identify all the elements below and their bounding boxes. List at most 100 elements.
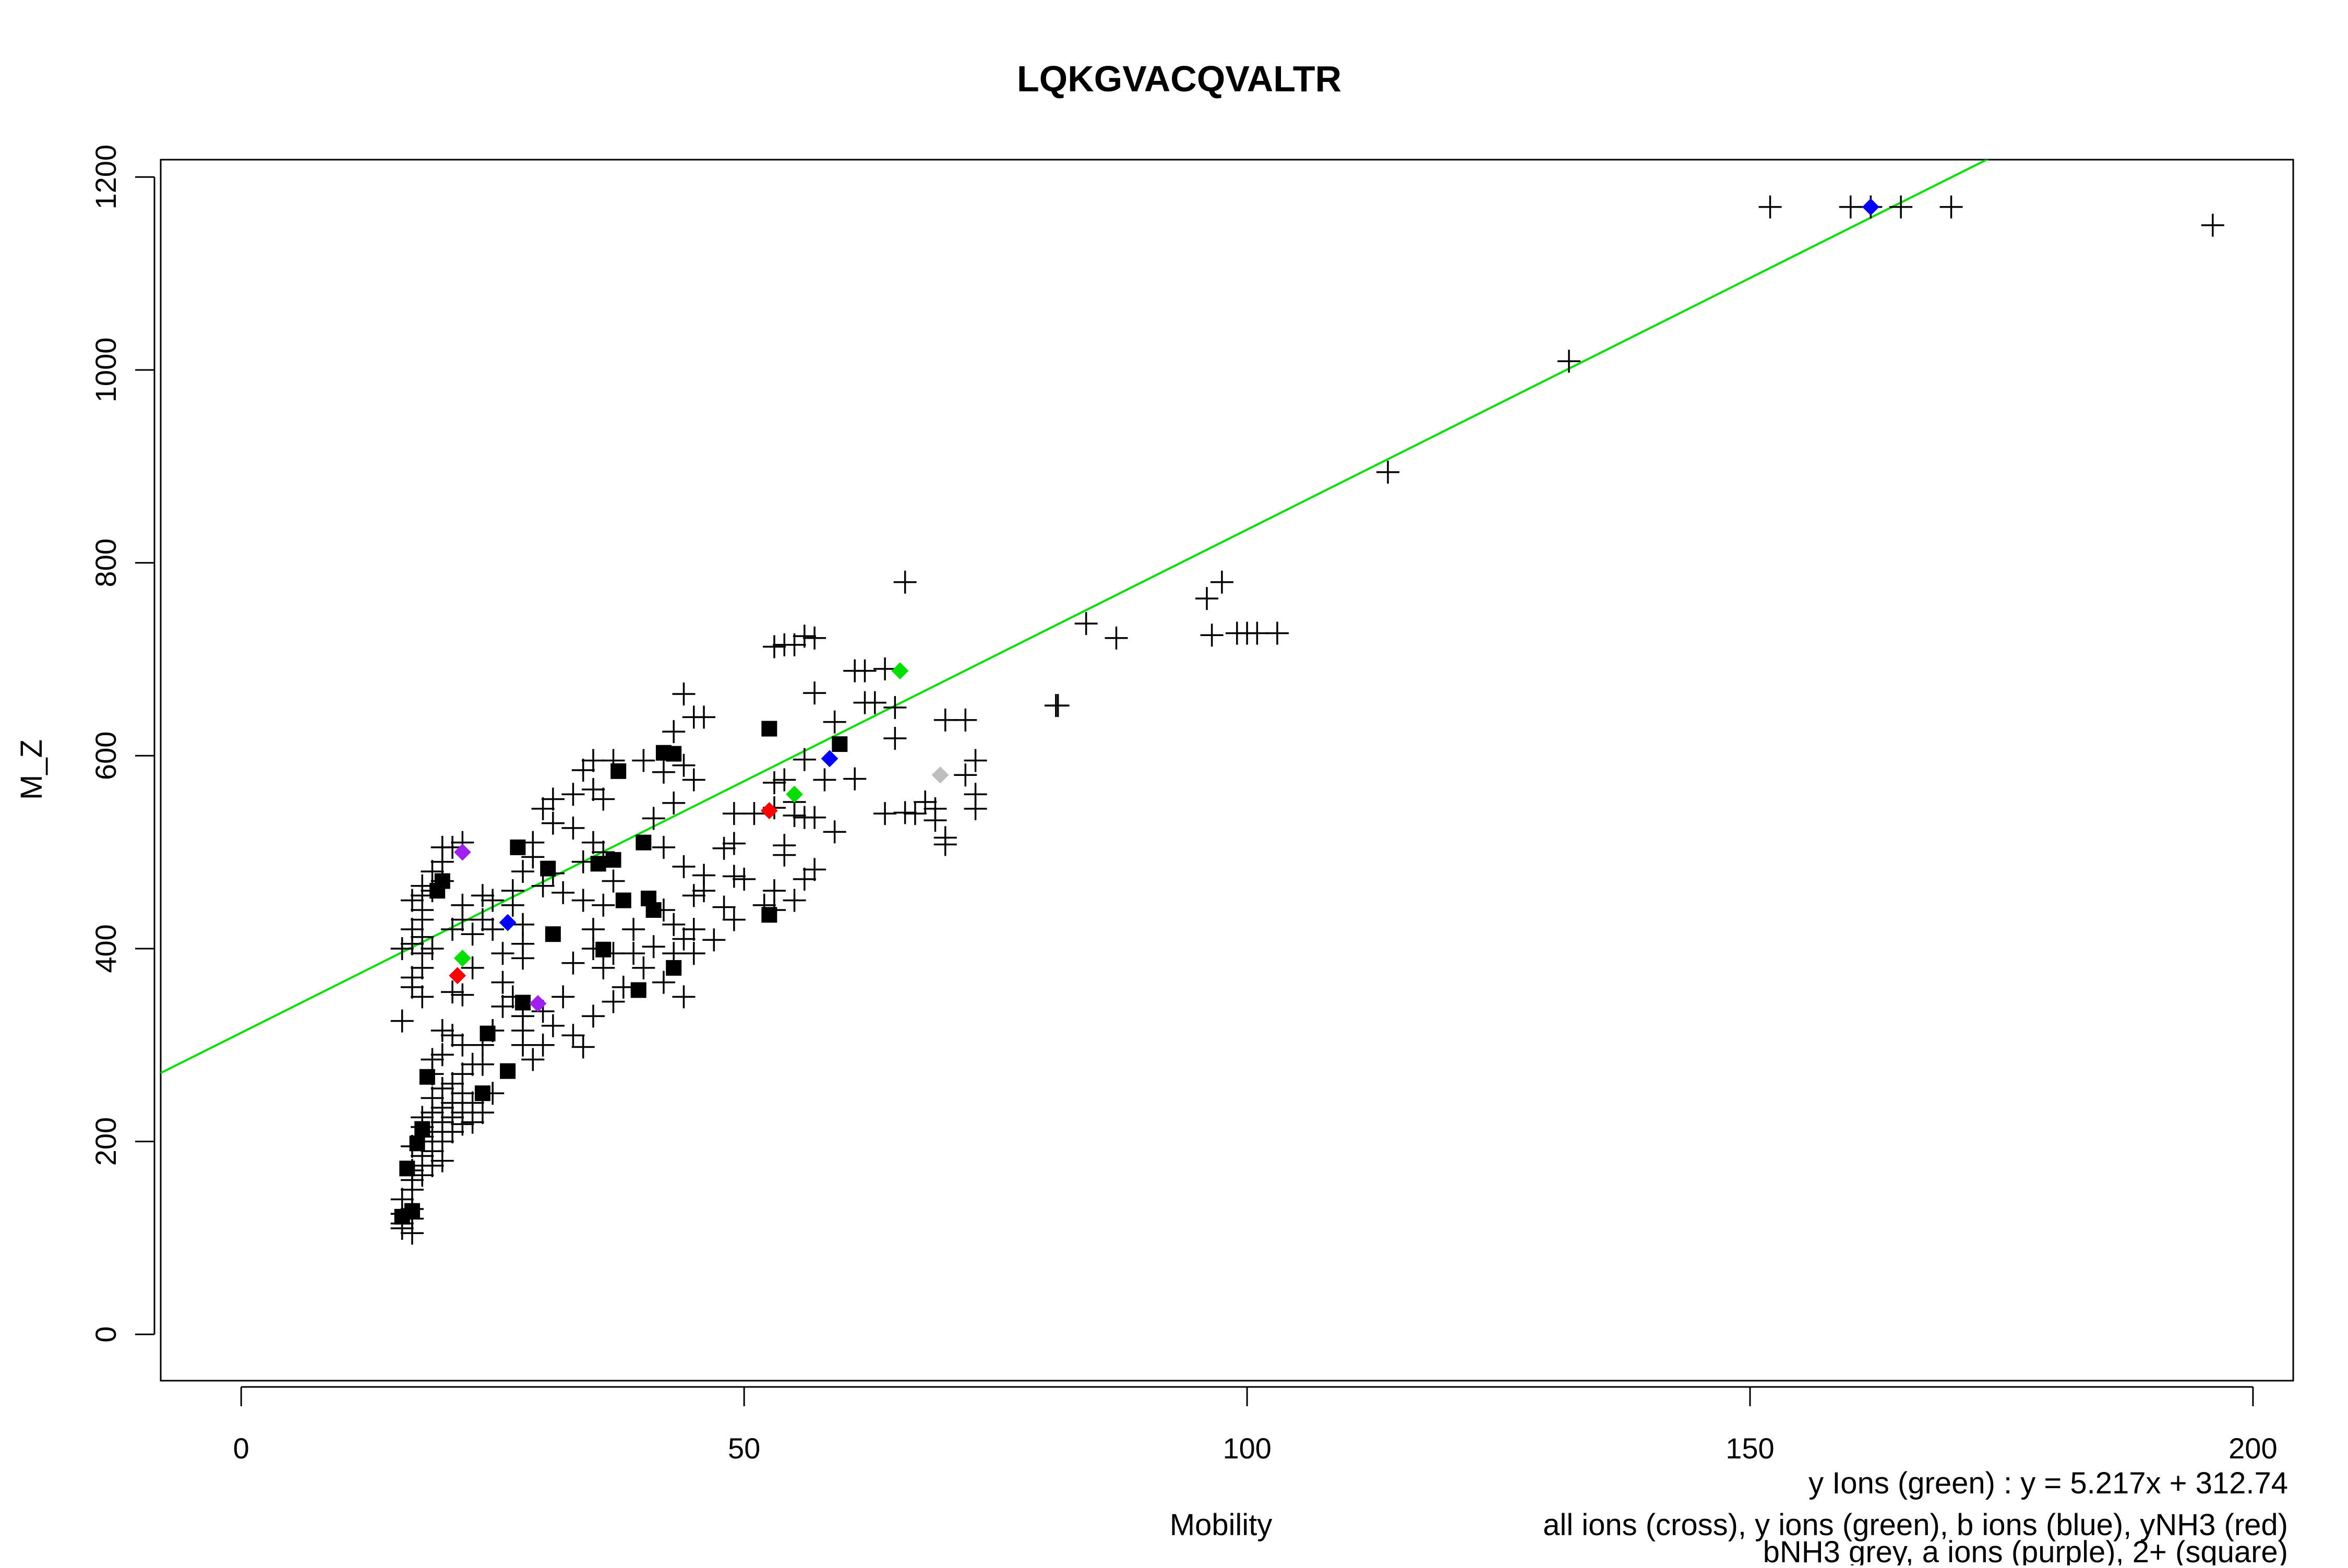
cross-point <box>511 860 535 883</box>
cross-point <box>853 691 877 714</box>
cross-point <box>762 771 786 795</box>
cross-point <box>883 696 907 719</box>
cross-point <box>390 937 414 960</box>
cross-point <box>471 884 494 907</box>
square-point <box>515 995 531 1011</box>
cross-point <box>561 783 585 806</box>
cross-point <box>491 942 514 965</box>
cross-point <box>521 1048 545 1071</box>
cross-point <box>552 881 575 904</box>
square-point <box>545 926 561 942</box>
ion-point <box>760 802 778 820</box>
cross-point <box>924 809 947 832</box>
cross-point <box>501 879 524 903</box>
square-point <box>630 982 646 998</box>
cross-point <box>481 889 505 912</box>
cross-point <box>430 850 454 873</box>
cross-point <box>773 768 796 792</box>
cross-point <box>652 760 675 784</box>
cross-point <box>441 1106 464 1129</box>
ion-point <box>931 766 949 784</box>
cross-point <box>531 1033 555 1057</box>
square-point <box>761 907 777 923</box>
cross-point <box>702 928 726 952</box>
cross-point <box>491 971 514 994</box>
cross-point <box>783 889 806 912</box>
cross-point <box>692 879 716 903</box>
cross-point <box>571 759 595 782</box>
ion-point <box>453 843 471 861</box>
cross-point <box>964 797 987 820</box>
y-tick-label: 1000 <box>89 338 122 403</box>
cross-point <box>451 1082 474 1105</box>
y-tick-label: 600 <box>89 732 122 780</box>
ion-point <box>529 995 547 1012</box>
cross-point <box>451 1112 474 1136</box>
cross-point <box>581 831 605 854</box>
cross-point <box>662 791 686 815</box>
square-point <box>666 960 682 976</box>
cross-point <box>1839 195 1862 219</box>
cross-point <box>873 657 897 680</box>
cross-point <box>843 767 867 791</box>
cross-point <box>783 804 806 827</box>
cross-point <box>430 1019 454 1043</box>
cross-point <box>400 932 424 955</box>
cross-point <box>461 1052 484 1076</box>
cross-point <box>672 985 696 1009</box>
cross-point <box>421 1048 444 1071</box>
square-point <box>540 860 556 877</box>
legend-line-3: bNH3 grey, a ions (purple), 2+ (square) <box>1763 1535 2288 1565</box>
cross-point <box>421 860 444 883</box>
cross-point <box>592 787 615 811</box>
cross-point <box>491 995 514 1018</box>
ion-point <box>1862 198 1879 216</box>
square-point <box>480 1025 496 1042</box>
cross-point <box>390 1009 414 1033</box>
cross-point <box>742 802 766 825</box>
cross-point <box>581 777 605 801</box>
cross-point <box>954 708 977 732</box>
cross-point <box>581 917 605 941</box>
cross-point <box>400 889 424 912</box>
square-point <box>429 883 446 899</box>
cross-point <box>441 1024 464 1047</box>
square-point <box>399 1160 415 1177</box>
cross-point <box>672 682 696 705</box>
cross-point <box>793 748 816 771</box>
cross-point <box>652 971 675 994</box>
square-point <box>595 941 612 957</box>
cross-point <box>642 807 665 830</box>
x-tick-label: 0 <box>233 1432 249 1465</box>
cross-point <box>1105 626 1128 650</box>
cross-point <box>722 908 746 931</box>
cross-point <box>933 708 957 732</box>
cross-point <box>541 1014 565 1037</box>
cross-point <box>451 983 474 1007</box>
cross-point <box>642 935 665 959</box>
cross-point <box>541 811 565 835</box>
cross-point <box>511 932 535 955</box>
cross-point <box>883 727 907 750</box>
cross-point <box>531 874 555 897</box>
cross-point <box>914 791 937 813</box>
cross-point <box>712 836 736 860</box>
square-point <box>615 892 631 908</box>
cross-point <box>571 889 595 912</box>
cross-point <box>893 801 917 824</box>
square-point <box>610 763 627 779</box>
cross-point <box>471 908 494 931</box>
square-point <box>636 834 652 851</box>
cross-point <box>1376 460 1399 484</box>
x-tick-label: 200 <box>2229 1432 2277 1465</box>
ion-point <box>891 662 909 680</box>
cross-point <box>521 845 545 869</box>
cross-point <box>762 879 786 903</box>
x-tick-label: 50 <box>728 1432 760 1465</box>
cross-point <box>803 806 826 829</box>
cross-point <box>1939 195 1963 219</box>
cross-point <box>933 833 957 856</box>
ion-point <box>499 914 517 931</box>
cross-point <box>803 626 826 650</box>
